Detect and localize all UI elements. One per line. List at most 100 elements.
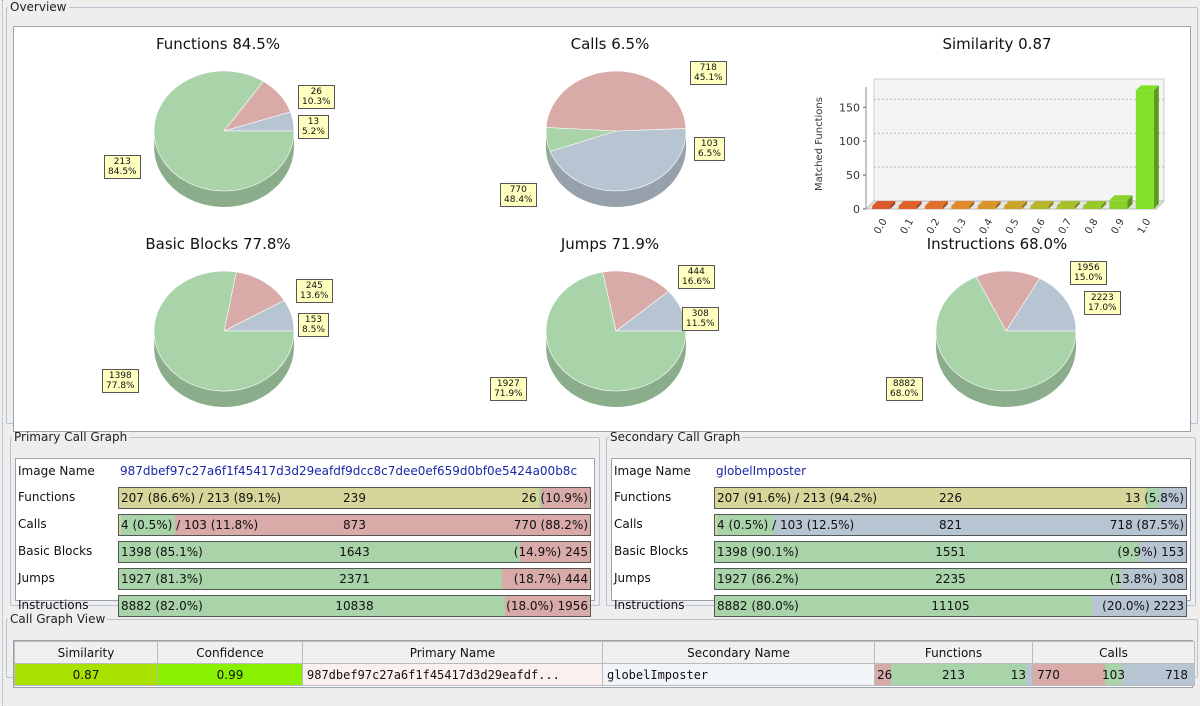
bar-value-left: 1398 (85.1%) <box>121 545 203 559</box>
metric-label: Basic Blocks <box>614 544 689 558</box>
pie-slice-side <box>546 331 686 407</box>
bar-segment <box>119 515 122 535</box>
bar-segment <box>1121 569 1186 589</box>
functions-secondary-only: 13 <box>1010 668 1026 682</box>
similarity-svg: 0 50 100 150 Matched Functions 0.0 0.1 0.2 0.3 0.… <box>814 78 1166 233</box>
overview-panel: Overview Functions 84.5% 26 10.3% 13 5.2% … <box>6 0 1198 432</box>
secondary-call-graph-body: Image Name globelImposter Functions 207 (… <box>611 458 1191 617</box>
bar <box>977 206 996 209</box>
overview-canvas: Functions 84.5% 26 10.3% 13 5.2% 213 84.5% … <box>13 26 1191 432</box>
functions-primary-only: 26 <box>877 668 893 682</box>
secondary-name-cell[interactable]: globelImposter <box>602 663 875 686</box>
pie-slice <box>975 270 1041 332</box>
column-header-similarity[interactable]: Similarity <box>14 641 158 664</box>
table-row[interactable]: 0.87 0.99 987dbef97c27a6f1f45417d3d29eaf… <box>14 663 1195 686</box>
bar-segment <box>540 488 590 508</box>
bar-side <box>969 201 975 209</box>
metric-bar: 1398 (90.1%) 1551 (9.9%) 153 <box>714 541 1187 563</box>
column-header-confidence[interactable]: Confidence <box>157 641 303 664</box>
metric-row-instructions: Instructions 8882 (82.0%) 10838 (18.0%) 195… <box>16 593 594 619</box>
bar-value-right: 26 (10.9%) <box>521 491 588 505</box>
bar-value-right: (18.7%) 444 <box>513 572 588 586</box>
bar-segment <box>174 515 590 535</box>
bar-side <box>1048 201 1054 209</box>
bar-side <box>942 201 948 209</box>
metric-row-jumps: Jumps 1927 (81.3%) 2371 (18.7%) 444 <box>16 566 594 592</box>
bar-segment <box>715 569 1121 589</box>
bar-side <box>916 201 922 209</box>
pie-chart-instructions: Instructions 68.0% 1956 15.0% 2223 17.0% 8… <box>804 233 1190 433</box>
bar-value-center: 1643 <box>339 545 370 559</box>
callout-matched: 8882 68.0% <box>886 377 923 401</box>
column-header-functions[interactable]: Functions <box>874 641 1033 664</box>
metric-label: Jumps <box>614 571 651 585</box>
metric-label: Jumps <box>18 571 55 585</box>
bar-value-center: 2235 <box>935 572 966 586</box>
pie-chart-jumps: Jumps 71.9% 444 16.6% 308 11.5% 1927 71.9% <box>414 233 806 433</box>
callout-secondary-only: 153 8.5% <box>298 313 329 337</box>
metric-row-calls: Calls 4 (0.5%) / 103 (12.5%) 821 718 (87.5%… <box>612 512 1190 538</box>
bar-value-center: 821 <box>939 518 962 532</box>
pie-slice <box>1005 278 1077 332</box>
bar-segment <box>119 596 506 616</box>
bar-segment <box>505 596 590 616</box>
bar-value-center: 10838 <box>335 599 374 613</box>
metric-bar: 1398 (85.1%) 1643 (14.9%) 245 <box>118 541 591 563</box>
callout-secondary-only: 308 11.5% <box>682 307 719 331</box>
pie-slice-side <box>154 331 294 407</box>
metric-bar: 207 (91.6%) / 213 (94.2%) 226 13 (5.8%) <box>714 487 1187 509</box>
similarity-cell[interactable]: 0.87 <box>14 663 158 686</box>
metric-row-basic-blocks: Basic Blocks 1398 (85.1%) 1643 (14.9%) 245 <box>16 539 594 565</box>
chart-title: Similarity 0.87 <box>942 35 1052 53</box>
metric-row-instructions: Instructions 8882 (80.0%) 11105 (20.0%) 222… <box>612 593 1190 619</box>
callout-matched: 1927 71.9% <box>490 377 527 401</box>
bar-top <box>1004 201 1027 206</box>
pie-slice <box>545 271 687 392</box>
functions-cell[interactable]: 26 213 13 <box>874 663 1033 686</box>
y-tick-label: 100 <box>839 135 860 148</box>
overview-legend: Overview <box>10 0 67 14</box>
bar-value-left: 207 (91.6%) / 213 (94.2%) <box>717 491 878 505</box>
bar-segment <box>715 596 1092 616</box>
x-tick-label: 0.2 <box>925 217 942 233</box>
y-tick-label: 150 <box>839 101 860 114</box>
confidence-cell[interactable]: 0.99 <box>157 663 303 686</box>
calls-cell[interactable]: 770 103 718 <box>1032 663 1195 686</box>
primary-image-name-link[interactable]: 987dbef97c27a6f1f45417d3d29eafdf9dcc8c7d… <box>120 464 578 478</box>
bar-segment <box>773 515 1186 535</box>
x-tick-label: 1.0 <box>1136 217 1153 233</box>
x-tick-label: 0.9 <box>1110 217 1127 233</box>
bar-side <box>995 201 1001 209</box>
secondary-image-name-link[interactable]: globelImposter <box>716 464 807 478</box>
column-header-calls[interactable]: Calls <box>1032 641 1195 664</box>
primary-name-cell[interactable]: 987dbef97c27a6f1f45417d3d29eafdf... <box>302 663 603 686</box>
bar-top <box>1030 201 1054 206</box>
x-tick-label: 0.8 <box>1083 217 1100 233</box>
column-header-primary-name[interactable]: Primary Name <box>302 641 603 664</box>
bar <box>924 206 943 209</box>
bar-segment <box>119 488 539 508</box>
metric-label: Calls <box>614 517 643 531</box>
metric-bar: 4 (0.5%) / 103 (12.5%) 821 718 (87.5%) <box>714 514 1187 536</box>
bar-value-left: 207 (86.6%) / 213 (89.1%) <box>121 491 282 505</box>
bar-top <box>924 201 948 206</box>
callout-secondary-only: 718 45.1% <box>690 61 727 85</box>
bar-value-right: (9.9%) 153 <box>1117 545 1184 559</box>
call-graph-view-panel: Call Graph View Similarity Confidence Pr… <box>6 612 1198 688</box>
splitter-handle[interactable] <box>2 0 3 706</box>
callout-secondary-only: 13 5.2% <box>298 115 329 139</box>
bar-value-center: 1551 <box>935 545 966 559</box>
x-tick-label: 0.6 <box>1030 217 1047 233</box>
metric-bar: 1927 (86.2%) 2235 (13.8%) 308 <box>714 568 1187 590</box>
column-header-secondary-name[interactable]: Secondary Name <box>602 641 875 664</box>
chart-title: Basic Blocks 77.8% <box>145 235 291 253</box>
pie-slice <box>545 70 687 132</box>
bar-top <box>1135 85 1159 91</box>
metric-bar: 8882 (80.0%) 11105 (20.0%) 2223 <box>714 595 1187 617</box>
chart-title: Instructions 68.0% <box>926 235 1068 253</box>
bar-segment <box>717 515 774 535</box>
bar-segment <box>1158 488 1186 508</box>
chart-title: Functions 84.5% <box>155 35 281 53</box>
metric-row-functions: Functions 207 (91.6%) / 213 (94.2%) 226 13 … <box>612 485 1190 511</box>
x-tick-label: 0.1 <box>899 217 916 233</box>
